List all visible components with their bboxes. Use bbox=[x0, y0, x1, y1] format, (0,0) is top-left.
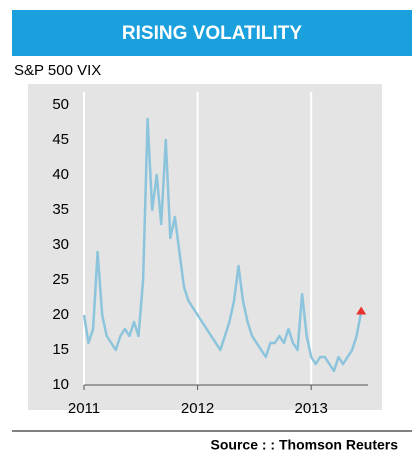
plot-panel bbox=[28, 84, 382, 410]
y-tick-label: 35 bbox=[52, 201, 69, 218]
source: Source : : Thomson Reuters bbox=[211, 437, 399, 453]
end-marker bbox=[356, 306, 367, 315]
chart-subtitle: S&P 500 VIX bbox=[14, 62, 101, 79]
y-tick-label: 15 bbox=[52, 341, 69, 358]
y-tick-label: 25 bbox=[52, 271, 69, 288]
chart-title: RISING VOLATILITY bbox=[122, 23, 302, 44]
x-tick-label: 2011 bbox=[68, 400, 100, 417]
y-tick-label: 50 bbox=[52, 96, 69, 113]
x-tick-label: 2013 bbox=[295, 400, 328, 417]
x-tick-label: 2012 bbox=[181, 400, 214, 417]
y-tick-label: 30 bbox=[52, 236, 69, 253]
y-tick-label: 10 bbox=[52, 376, 69, 393]
y-tick-label: 40 bbox=[52, 166, 69, 183]
title-bar bbox=[12, 10, 412, 56]
y-tick-label: 45 bbox=[52, 131, 69, 148]
y-tick-label: 20 bbox=[52, 306, 69, 323]
line bbox=[82, 117, 363, 373]
